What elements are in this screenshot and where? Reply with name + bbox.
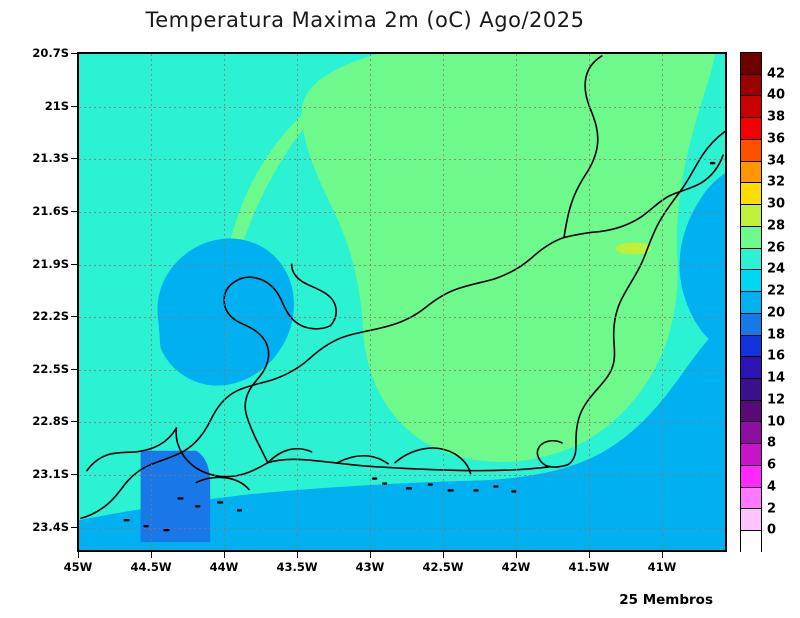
- colorbar-tick-label: 10: [767, 414, 786, 430]
- y-axis-tick-mark: [71, 368, 77, 370]
- page-title: Temperatura Maxima 2m (oC) Ago/2025: [145, 8, 585, 32]
- y-axis-tick-label: 21S: [44, 98, 69, 113]
- colorbar-tick-label: 20: [767, 305, 786, 321]
- colorbar-band: [741, 74, 761, 97]
- colorbar-tick-label: 40: [767, 87, 786, 103]
- y-axis-tick-label: 21.9S: [32, 256, 69, 271]
- colorbar-band: [741, 226, 761, 249]
- colorbar-tick-label: 0: [767, 522, 777, 538]
- x-axis-tick-mark: [151, 552, 152, 558]
- colorbar-band: [741, 487, 761, 510]
- colorbar-band: [741, 248, 761, 271]
- colorbar-tick-label: 14: [767, 370, 786, 386]
- y-axis-tick-label: 20.7S: [32, 46, 69, 60]
- x-axis-tick-mark: [297, 552, 298, 558]
- x-axis-tick-label: 42W: [501, 560, 531, 574]
- x-axis-tick-mark: [516, 552, 517, 558]
- colorbar-band: [741, 357, 761, 380]
- colorbar-band: [741, 96, 761, 119]
- y-axis-tick-mark: [71, 53, 77, 54]
- y-axis-tick-label: 23.4S: [32, 519, 69, 534]
- colorbar-band: [741, 335, 761, 358]
- colorbar-tick-label: 26: [767, 240, 786, 256]
- colorbar-tick-label: 4: [767, 479, 777, 495]
- colorbar-tick-label: 22: [767, 283, 786, 299]
- temperature-contour-fill: [79, 54, 725, 550]
- x-axis-tick-label: 43.5W: [276, 560, 318, 574]
- colorbar-tick-label: 2: [767, 501, 777, 517]
- map-plot-area: [77, 52, 727, 552]
- x-axis-tick-label: 41W: [647, 560, 677, 574]
- y-axis-tick-mark: [71, 474, 77, 475]
- colorbar-tick-label: 38: [767, 109, 786, 125]
- x-axis-tick-label: 44.5W: [130, 560, 172, 574]
- colorbar-tick-label: 12: [767, 392, 786, 408]
- y-axis-tick-label: 22.2S: [32, 309, 69, 324]
- colorbar-band: [741, 118, 761, 140]
- y-axis-tick-label: 23.1S: [32, 467, 69, 481]
- y-axis-tick-mark: [71, 263, 77, 265]
- x-axis-tick-mark: [589, 552, 590, 558]
- y-axis-tick-label: 21.3S: [32, 151, 69, 166]
- colorbar-band: [741, 183, 761, 206]
- colorbar-band: [741, 509, 761, 532]
- colorbar-band: [741, 444, 761, 466]
- colorbar-band: [741, 161, 761, 184]
- colorbar-band: [741, 531, 761, 553]
- y-axis-tick-mark: [71, 105, 77, 107]
- colorbar-tick-label: 30: [767, 196, 786, 212]
- colorbar-tick-label: 36: [767, 131, 786, 147]
- y-axis-tick-mark: [71, 421, 77, 423]
- x-axis-tick-mark: [443, 552, 444, 558]
- colorbar-band: [741, 422, 761, 445]
- colorbar-tick-label: 28: [767, 218, 786, 234]
- y-axis-tick-mark: [71, 316, 77, 318]
- colorbar-tick-label: 16: [767, 348, 786, 364]
- temperature-colorbar: [740, 52, 762, 553]
- y-axis-tick-label: 22.8S: [32, 414, 69, 429]
- colorbar-band: [741, 400, 761, 423]
- y-axis-tick-mark: [71, 526, 77, 528]
- colorbar-band: [741, 313, 761, 336]
- colorbar-tick-label: 24: [767, 261, 786, 277]
- x-axis-tick-mark: [370, 552, 371, 558]
- colorbar-band: [741, 53, 761, 75]
- colorbar-band: [741, 292, 761, 314]
- colorbar-tick-label: 32: [767, 174, 786, 190]
- x-axis-tick-mark: [662, 552, 663, 558]
- colorbar-tick-label: 6: [767, 457, 777, 473]
- colorbar-band: [741, 205, 761, 227]
- colorbar-band: [741, 465, 761, 488]
- x-axis-tick-mark: [224, 552, 225, 558]
- y-axis-tick-label: 22.5S: [32, 361, 69, 376]
- x-axis-tick-mark: [78, 552, 79, 558]
- colorbar-tick-label: 34: [767, 153, 786, 169]
- x-axis-tick-label: 43W: [355, 560, 385, 574]
- colorbar-band: [741, 270, 761, 293]
- y-axis-tick-mark: [71, 158, 77, 160]
- colorbar-band: [741, 379, 761, 401]
- y-axis-tick-mark: [71, 210, 77, 212]
- ensemble-members-note: 25 Membros: [619, 592, 713, 608]
- x-axis-tick-label: 41.5W: [568, 560, 610, 574]
- x-axis-tick-label: 45W: [63, 560, 93, 574]
- x-axis-tick-label: 42.5W: [422, 560, 464, 574]
- y-axis-tick-label: 21.6S: [32, 203, 69, 218]
- colorbar-band: [741, 139, 761, 162]
- colorbar-tick-label: 18: [767, 327, 786, 343]
- colorbar-tick-label: 8: [767, 435, 777, 451]
- colorbar-tick-label: 42: [767, 66, 786, 82]
- x-axis-tick-label: 44W: [209, 560, 239, 574]
